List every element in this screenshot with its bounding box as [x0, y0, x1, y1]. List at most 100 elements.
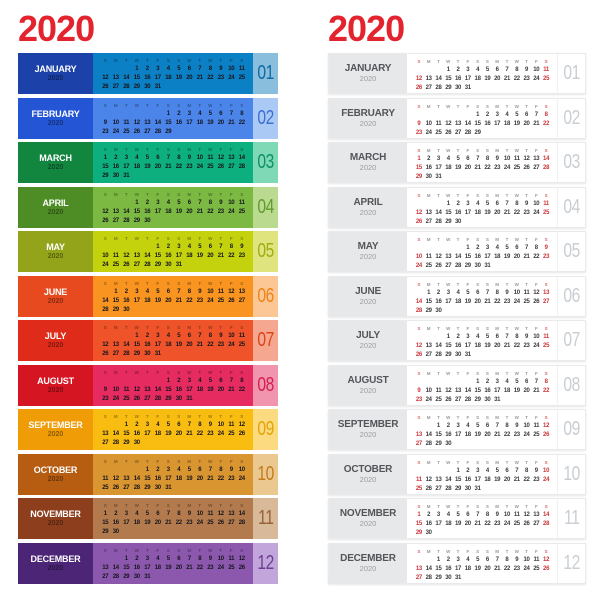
date-cell: 5	[485, 67, 489, 73]
date-cell: 23	[523, 76, 530, 82]
date-cell: 12	[415, 209, 422, 216]
date-cell: 9	[208, 422, 212, 428]
date-cell: 29	[133, 351, 140, 357]
date-cell: 14	[464, 387, 471, 394]
date-cell: 24	[207, 297, 214, 304]
date-cell: 22	[533, 254, 540, 260]
date-cell: 16	[112, 520, 119, 526]
date-cell: 7	[476, 156, 480, 162]
month-number: 11	[257, 507, 274, 529]
date-cell: 1	[135, 199, 139, 206]
weekday-letter: T	[219, 191, 223, 197]
dates-grid: 1 2 3 4 5 6 7 8 9 10 11 12 13 14 15 16 17 18 19 20 21 22 23 24 2…	[100, 65, 247, 92]
date-cell: 16	[445, 565, 452, 572]
month-name: MARCH	[349, 152, 387, 163]
date-cell: 18	[154, 564, 161, 571]
weekday-letter: F	[466, 370, 470, 376]
month-number: 09	[257, 418, 274, 440]
weekday-letter: W	[446, 59, 451, 64]
date-cell: 12	[445, 120, 452, 127]
dates-grid: 1 2 3 4 5 6 7 8 9 10 11 12 13 14 15 16 17 18 19 20 21 22 23 24 2…	[100, 154, 247, 181]
date-cell: 2	[166, 244, 170, 250]
date-cell: 14	[454, 254, 462, 260]
date-cell: 13	[445, 254, 452, 260]
weekday-letter: S	[476, 103, 480, 109]
date-cell: 23	[415, 396, 422, 403]
date-cell: 23	[415, 129, 422, 136]
date-cell: 4	[135, 511, 139, 517]
weekday-letter: F	[229, 414, 233, 419]
weekday-letter: T	[456, 148, 460, 153]
date-cell: 4	[485, 467, 489, 474]
weekday-letter: W	[134, 458, 139, 464]
date-cell: 11	[543, 200, 549, 207]
weekday-letter: S	[177, 503, 181, 508]
date-cell: 1	[145, 466, 149, 473]
weekday-letter: S	[485, 326, 489, 331]
date-cell: 10	[196, 511, 203, 517]
month-number-block: 08	[557, 365, 585, 405]
weekday-letter: S	[485, 548, 489, 554]
date-cell: 30	[175, 395, 182, 402]
date-cell: 30	[144, 84, 151, 90]
date-cell: 5	[515, 378, 519, 385]
date-cell: 14	[123, 208, 130, 215]
weekday-letter: W	[208, 102, 213, 108]
dates-grid: 1 2 3 4 5 6 7 8 9 10 11 12 13 14 15 16 17 18 19 20 21 22 23 24 2…	[414, 422, 551, 449]
date-cell: 9	[198, 288, 202, 295]
weekday-letter: S	[177, 236, 181, 241]
date-cell: 24	[196, 520, 203, 526]
date-cell: 6	[177, 422, 181, 428]
date-cell: 29	[165, 128, 172, 135]
date-cell: 2	[485, 111, 489, 118]
date-cell: 14	[133, 475, 140, 482]
date-cell: 5	[187, 466, 191, 473]
date-cell: 5	[145, 155, 149, 161]
date-cell: 29	[435, 574, 442, 581]
weekday-letter: W	[208, 503, 213, 508]
date-cell: 12	[523, 156, 530, 162]
date-cell: 6	[187, 66, 191, 72]
date-cell: 16	[112, 164, 119, 170]
date-cell: 15	[165, 119, 172, 126]
date-cell: 22	[513, 76, 520, 82]
weekday-letter: F	[534, 192, 538, 198]
weekday-letter: S	[177, 58, 181, 63]
date-cell: 4	[166, 66, 170, 72]
month-number-block: 07	[253, 320, 278, 361]
date-cell: 4	[495, 245, 499, 251]
weekday-letter: S	[240, 369, 244, 375]
weekday-letter: T	[525, 192, 528, 198]
date-cell: 11	[207, 511, 214, 517]
weekday-letter: M	[495, 370, 500, 376]
date-cell: 29	[445, 352, 452, 358]
date-cell: 28	[102, 306, 109, 313]
month-year: 2020	[359, 74, 377, 83]
date-cell: 16	[484, 120, 491, 127]
date-cell: 15	[474, 387, 481, 394]
date-cell: 12	[133, 386, 140, 393]
date-cell: 15	[102, 520, 109, 526]
date-cell: 6	[485, 556, 489, 563]
weekday-letter: S	[544, 237, 548, 242]
date-cell: 7	[187, 422, 191, 428]
weekday-letter: T	[505, 459, 509, 465]
date-cell: 19	[454, 521, 462, 527]
date-cell: 25	[207, 520, 214, 526]
date-cell: 3	[466, 334, 470, 340]
date-cell: 19	[474, 432, 481, 438]
date-cell: 17	[175, 253, 182, 259]
date-cell: 23	[186, 520, 193, 526]
date-cell: 4	[466, 423, 470, 429]
date-cell: 6	[505, 467, 509, 474]
weekday-letter: S	[476, 326, 480, 331]
date-cell: 11	[523, 289, 530, 296]
date-cell: 22	[238, 119, 245, 126]
